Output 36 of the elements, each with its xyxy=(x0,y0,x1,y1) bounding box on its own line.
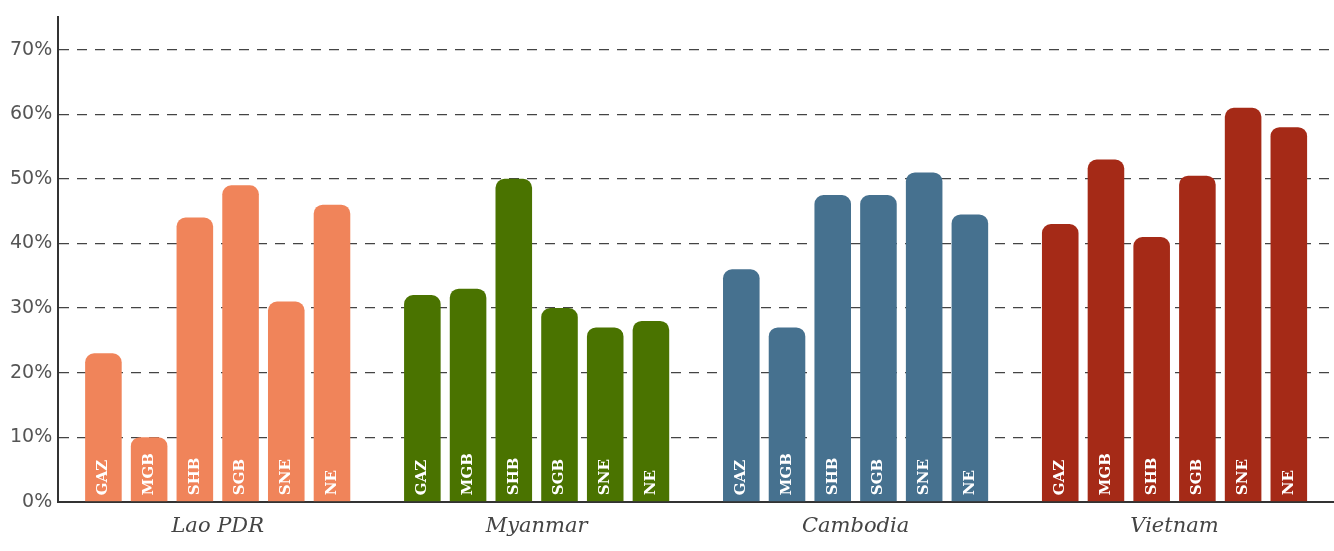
series-label: GAZ xyxy=(93,459,112,496)
text: SHB xyxy=(503,457,522,496)
x-tick-label: Vietnam xyxy=(1130,512,1219,537)
text: NE xyxy=(1278,469,1297,496)
y-tick-label: 40% xyxy=(10,230,53,253)
text: NE xyxy=(959,469,978,496)
x-tick-label: Myanmar xyxy=(484,512,590,537)
text: MGB xyxy=(1095,453,1114,496)
text: GAZ xyxy=(731,459,750,496)
text: SNE xyxy=(914,459,933,496)
text: NE xyxy=(640,469,659,496)
x-tick-label: Cambodia xyxy=(801,512,910,537)
text: MGB xyxy=(457,453,476,496)
text: SHB xyxy=(1141,457,1160,496)
y-tick-label: 20% xyxy=(10,359,53,382)
series-label: SGB xyxy=(230,458,249,496)
text: SHB xyxy=(822,457,841,496)
y-tick-label: 0% xyxy=(22,488,53,511)
text: GAZ xyxy=(412,459,431,496)
text: SNE xyxy=(595,459,614,496)
text: MGB xyxy=(776,453,795,496)
series-label: NE xyxy=(321,469,340,496)
text: SGB xyxy=(868,458,887,496)
text: SNE xyxy=(1232,459,1251,496)
y-tick-label: 70% xyxy=(10,36,53,59)
x-tick-label: Lao PDR xyxy=(170,512,265,537)
y-tick-label: 60% xyxy=(10,101,53,124)
y-tick-label: 30% xyxy=(10,294,53,317)
series-label: SNE xyxy=(276,459,295,496)
text: GAZ xyxy=(1050,459,1069,496)
series-label: MGB xyxy=(139,453,158,496)
y-tick-label: 50% xyxy=(10,165,53,188)
text: SGB xyxy=(1187,458,1206,496)
series-label: SHB xyxy=(184,457,203,496)
y-tick-label: 10% xyxy=(10,424,53,447)
text: SGB xyxy=(549,458,568,496)
